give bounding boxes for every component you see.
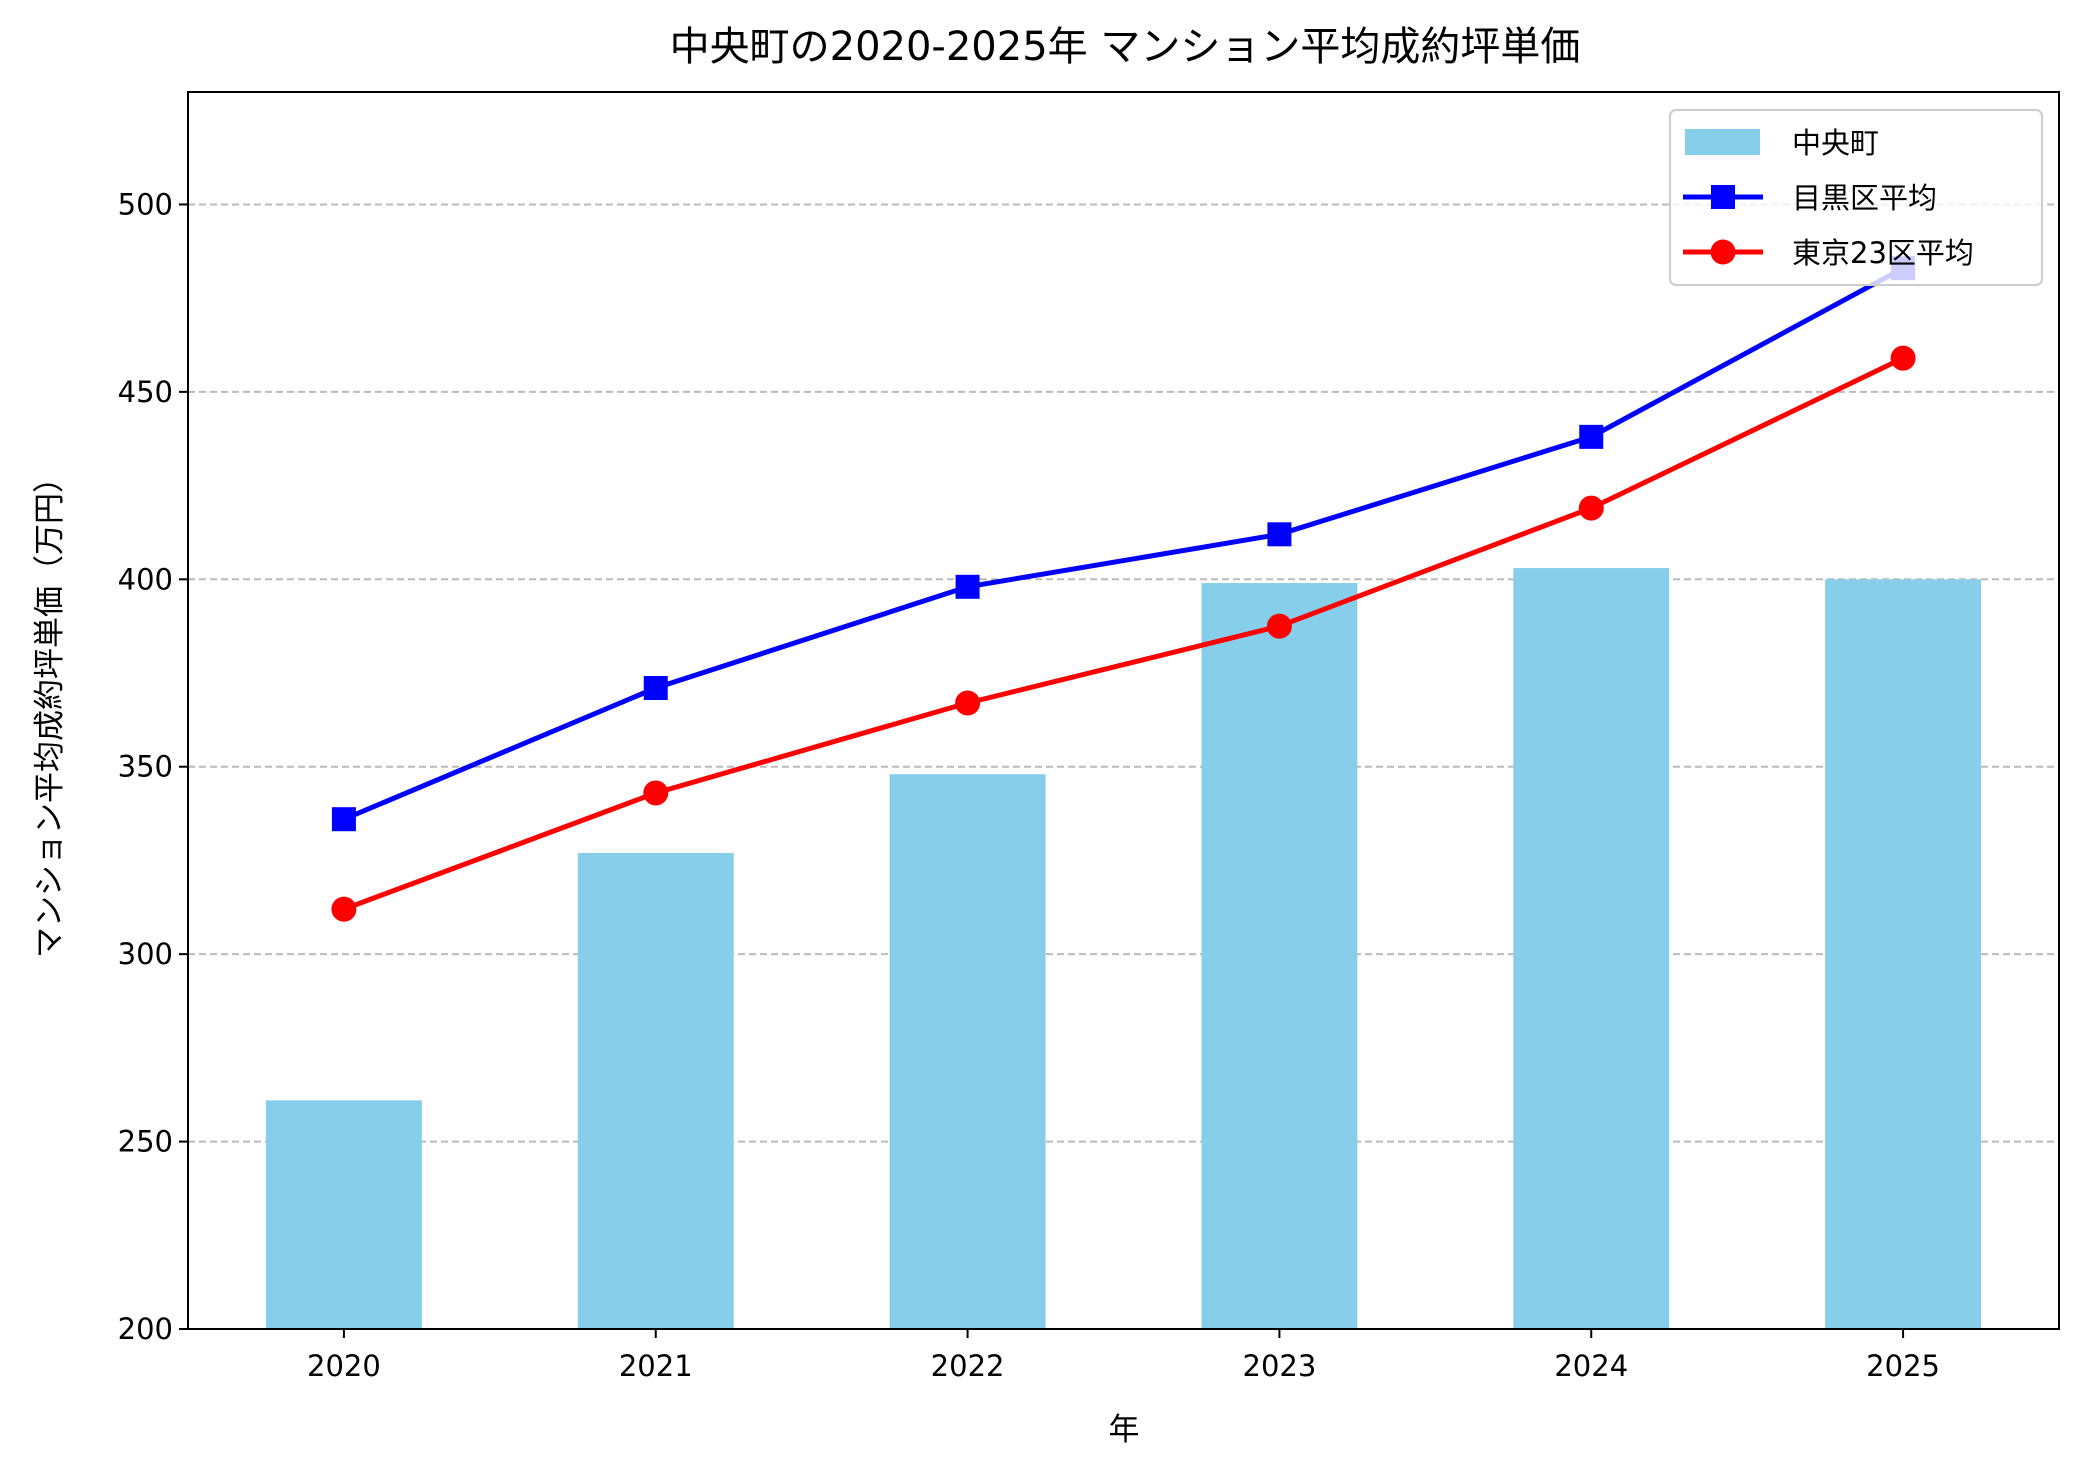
legend-label: 目黒区平均: [1792, 181, 1937, 215]
bar: [889, 774, 1046, 1329]
data-point: [1579, 424, 1604, 449]
y-tick-label: 250: [118, 1125, 173, 1159]
series-line: [343, 355, 1905, 912]
bar: [265, 1100, 422, 1329]
y-tick-label: 500: [118, 187, 173, 221]
bar: [1513, 568, 1670, 1329]
lines: [331, 256, 1916, 922]
data-point: [331, 807, 356, 832]
legend-marker: [1710, 239, 1736, 265]
bar: [1201, 583, 1358, 1329]
data-point: [955, 690, 981, 716]
x-axis-label: 年: [1109, 1412, 1140, 1448]
data-point: [1578, 495, 1604, 521]
series-line: [342, 265, 1905, 822]
data-point: [643, 676, 668, 701]
legend-label: 中央町: [1792, 126, 1879, 160]
bar: [1825, 579, 1982, 1329]
data-point: [1266, 613, 1292, 639]
y-tick-label: 300: [118, 937, 173, 971]
plot-frame: [187, 91, 2060, 1330]
x-tick-label: 2020: [307, 1349, 381, 1383]
x-tick-label: 2021: [619, 1349, 693, 1383]
y-tick-label: 350: [118, 750, 173, 784]
y-tick-label: 200: [118, 1312, 173, 1346]
legend-box: [1669, 109, 2043, 286]
y-tick-label: 400: [118, 562, 173, 596]
legend-swatch: [1685, 129, 1760, 155]
chart-title: 中央町の2020-2025年 マンション平均成約坪単価: [670, 24, 1581, 70]
x-axis: 2020 2021 2022 2023 2024 2025: [307, 1329, 1940, 1383]
data-point: [331, 896, 357, 922]
y-axis-label: マンション平均成約坪単価（万円）: [32, 462, 68, 958]
bars: [265, 568, 1982, 1329]
y-axis: 200 250 300 350 400 450 500: [118, 187, 188, 1346]
data-point: [955, 574, 980, 599]
x-tick-label: 2024: [1554, 1349, 1628, 1383]
data-point: [1267, 522, 1292, 547]
legend-label: 東京23区平均: [1792, 236, 1974, 270]
x-tick-label: 2023: [1243, 1349, 1317, 1383]
legend-marker: [1711, 185, 1735, 209]
data-point: [1890, 345, 1916, 371]
x-tick-label: 2022: [931, 1349, 1005, 1383]
data-point: [643, 780, 669, 806]
y-tick-label: 450: [118, 375, 173, 409]
x-tick-label: 2025: [1866, 1349, 1940, 1383]
bar: [577, 852, 734, 1329]
gridlines: [188, 203, 2059, 1143]
